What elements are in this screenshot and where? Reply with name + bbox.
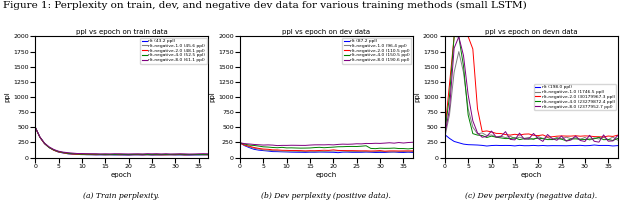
X-axis label: epoch: epoch [316, 171, 337, 178]
X-axis label: epoch: epoch [111, 171, 132, 178]
Y-axis label: ppl: ppl [209, 92, 215, 102]
Text: Figure 1: Perplexity on train, dev, and negative dev data for various training m: Figure 1: Perplexity on train, dev, and … [3, 1, 527, 10]
Legend: rlt (87.2 ppl), rlt-negative-1.0 (96.4 ppl), rlt-negative-2.0 (110.5 ppl), rlt-n: rlt (87.2 ppl), rlt-negative-1.0 (96.4 p… [342, 38, 412, 64]
Title: ppl vs epoch on devn data: ppl vs epoch on devn data [485, 28, 577, 35]
X-axis label: epoch: epoch [520, 171, 542, 178]
Text: (c) Dev perplexity (negative data).: (c) Dev perplexity (negative data). [465, 192, 597, 200]
Text: (b) Dev perplexity (positive data).: (b) Dev perplexity (positive data). [262, 192, 391, 200]
Y-axis label: ppl: ppl [4, 92, 10, 102]
Text: (a) Train perplexity.: (a) Train perplexity. [83, 192, 160, 200]
Title: ppl vs epoch on train data: ppl vs epoch on train data [76, 28, 168, 35]
Legend: rlt (43.2 ppl), rlt-negative-1.0 (45.6 ppl), rlt-negative-2.0 (48.1 ppl), rlt-ne: rlt (43.2 ppl), rlt-negative-1.0 (45.6 p… [140, 38, 207, 64]
Legend: rlt (198.0 ppl), rlt-negative-1.0 (1746.5 ppl), rlt-negative-2.0 (30179967.3 ppl: rlt (198.0 ppl), rlt-negative-1.0 (1746.… [534, 84, 616, 110]
Title: ppl vs epoch on dev data: ppl vs epoch on dev data [282, 28, 371, 35]
Y-axis label: ppl: ppl [414, 92, 420, 102]
